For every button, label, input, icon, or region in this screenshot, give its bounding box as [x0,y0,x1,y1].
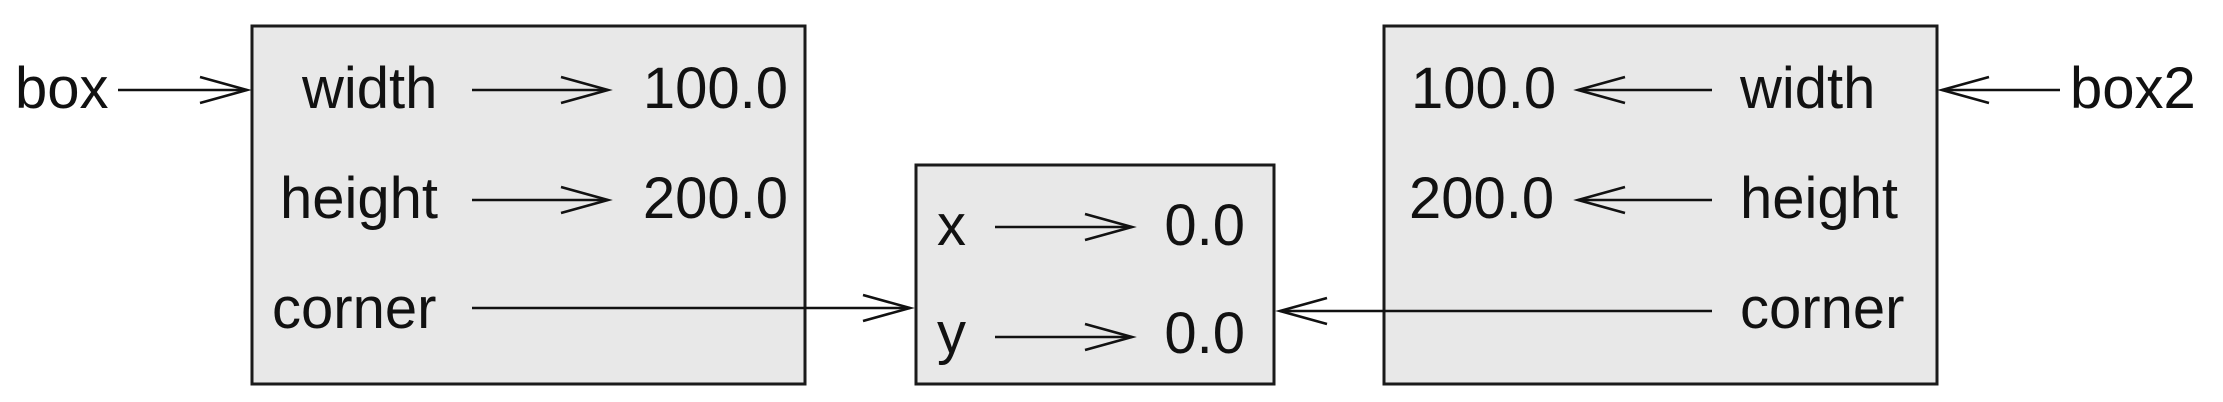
box2-width-value: 100.0 [1411,56,1556,121]
box-height-value: 200.0 [643,166,788,231]
box-width-arrowhead [560,75,613,105]
box-object-frame [250,24,807,386]
point-y-attr: y [937,301,966,366]
box-height-attr: height [280,166,438,231]
box-corner-arrowhead [862,293,915,323]
variable-box2-label: box2 [2070,56,2196,121]
box-height-arrowhead [560,185,613,215]
point-x-attr: x [937,193,966,258]
box2-corner-attr: corner [1740,276,1904,341]
box2-corner-arrowhead [1275,296,1328,326]
point-x-arrowhead [1084,212,1137,242]
box2-width-attr: width [1739,56,1875,121]
box-corner-attr: corner [272,276,436,341]
variable-box-label: box [15,56,109,121]
box2-height-attr: height [1740,166,1898,231]
box2-height-value: 200.0 [1409,166,1554,231]
box2-height-arrowhead [1573,185,1626,215]
box-width-attr: width [301,56,437,121]
box-reference-arrowhead [199,75,252,105]
box2-width-arrowhead [1573,75,1626,105]
box-width-value: 100.0 [643,56,788,121]
point-x-value: 0.0 [1164,193,1245,258]
box2-reference-arrowhead [1937,75,1990,105]
box2-object-frame [1382,24,1939,386]
point-y-value: 0.0 [1164,301,1245,366]
point-y-arrowhead [1084,322,1137,352]
